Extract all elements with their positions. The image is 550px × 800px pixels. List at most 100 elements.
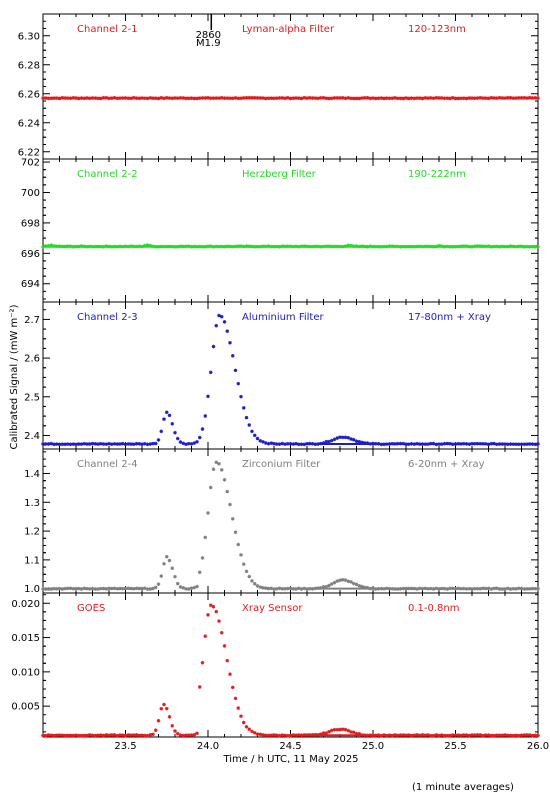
data-point: [186, 733, 191, 737]
data-point: [222, 478, 227, 482]
y-tick-label: 0.005: [11, 702, 40, 713]
data-point: [178, 585, 183, 589]
data-point: [250, 429, 254, 434]
data-point: [164, 706, 169, 711]
data-point: [203, 414, 208, 418]
data-point: [236, 542, 241, 547]
y-tick-label: 1.1: [24, 555, 40, 566]
panel-channel-label: Channel 2-3: [77, 312, 138, 323]
data-point: [255, 732, 260, 736]
panel-band-label: 0.1-0.8nm: [408, 603, 460, 614]
data-point: [269, 586, 274, 591]
data-point: [148, 732, 153, 737]
data-point: [261, 586, 265, 590]
data-point: [233, 696, 238, 701]
data-point: [151, 441, 155, 446]
data-point: [151, 586, 155, 591]
panel-channel-label: Channel 2-2: [77, 169, 138, 180]
data-point: [263, 733, 268, 738]
data-point: [211, 604, 216, 609]
data-point: [211, 467, 216, 472]
data-point: [156, 582, 161, 586]
data-point: [357, 731, 362, 736]
data-point: [332, 437, 337, 442]
panel-5-series: [41, 603, 540, 738]
data-point: [200, 427, 205, 431]
data-point: [222, 644, 227, 648]
data-point: [159, 706, 164, 711]
y-tick-label: 6.22: [18, 147, 40, 158]
data-point: [357, 584, 362, 588]
y-tick-label: 6.24: [18, 118, 40, 129]
data-point: [197, 435, 202, 440]
panel-frame: [42, 13, 539, 160]
x-tick-label: 24.5: [279, 741, 301, 752]
data-point: [203, 535, 208, 540]
data-point: [346, 435, 351, 440]
panel-band-label: 190-222nm: [408, 169, 466, 180]
data-point: [327, 439, 331, 444]
data-point: [327, 729, 331, 734]
data-point: [206, 613, 210, 617]
data-point: [170, 566, 175, 571]
data-point: [329, 582, 334, 586]
data-point: [186, 441, 191, 446]
data-point: [148, 442, 153, 446]
data-point: [208, 370, 213, 375]
data-point: [349, 730, 353, 734]
data-point: [283, 442, 287, 446]
data-point: [236, 706, 241, 710]
data-point: [327, 583, 331, 588]
data-point: [153, 585, 158, 590]
data-point: [354, 582, 359, 587]
data-point: [274, 587, 279, 591]
data-point: [250, 579, 254, 583]
data-point: [167, 413, 172, 418]
data-point: [195, 731, 199, 736]
flare-marker-class: M1.9: [196, 38, 221, 49]
data-point: [192, 732, 197, 737]
data-point: [241, 720, 246, 725]
data-point: [173, 430, 177, 435]
data-point: [277, 586, 282, 591]
data-point: [351, 581, 356, 586]
data-point: [159, 429, 164, 434]
data-point: [340, 577, 345, 582]
data-point: [283, 586, 287, 591]
data-point: [142, 733, 147, 738]
data-point: [49, 243, 54, 247]
panel-filter-label: Herzberg Filter: [242, 169, 317, 180]
data-point: [332, 727, 337, 732]
y-tick-label: 700: [21, 188, 40, 199]
data-point: [145, 243, 150, 247]
data-point: [206, 394, 210, 399]
data-point: [214, 323, 219, 328]
data-point: [156, 718, 161, 723]
data-point: [280, 441, 285, 446]
data-point: [340, 435, 345, 440]
y-tick-label: 1.4: [24, 469, 40, 480]
y-tick-label: 6.26: [18, 89, 40, 100]
x-tick-label: 26.0: [527, 741, 549, 752]
data-point: [195, 440, 199, 444]
data-point: [217, 619, 221, 623]
panel-frame: [42, 158, 539, 303]
panel-filter-label: Zirconium Filter: [242, 459, 321, 470]
panel-channel-label: Channel 2-1: [77, 24, 138, 35]
y-tick-label: 2.4: [24, 431, 40, 442]
data-point: [230, 517, 235, 521]
data-point: [329, 728, 334, 733]
data-point: [272, 441, 276, 446]
data-point: [244, 725, 249, 729]
data-point: [211, 344, 216, 349]
data-point: [219, 630, 224, 635]
data-point: [354, 439, 359, 444]
data-point: [255, 584, 260, 588]
panel-1: 6.22 6.24 6.26 6.28 6.30 Channel 2-1 Lyman-alp…: [18, 13, 540, 160]
panel-2-series: [41, 243, 540, 249]
data-point: [175, 731, 180, 736]
data-point: [197, 570, 202, 575]
panel-4-series: [41, 460, 540, 591]
data-point: [335, 727, 340, 732]
data-point: [153, 728, 158, 732]
